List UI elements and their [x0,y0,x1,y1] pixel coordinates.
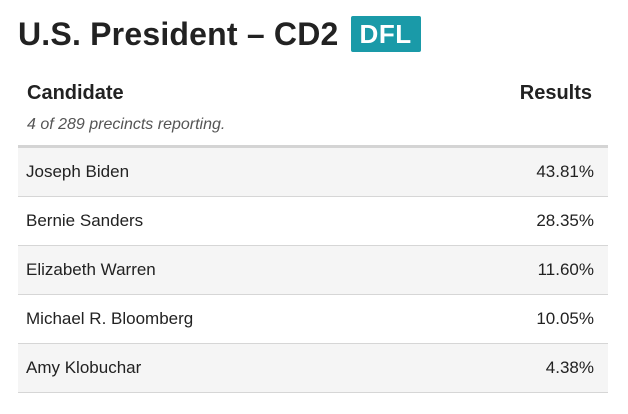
results-column-header: Results [519,82,592,104]
table-row: Michael R. Bloomberg 10.05% [18,295,608,344]
candidate-name: Elizabeth Warren [26,260,156,279]
race-title: U.S. President – CD2 [18,16,339,52]
table-row: Joseph Biden 43.81% [18,148,608,197]
results-table: Candidate Results 4 of 289 precincts rep… [18,78,608,393]
candidate-column-header: Candidate [27,82,124,104]
party-badge: DFL [350,16,421,52]
candidate-name: Joseph Biden [26,162,130,181]
candidate-result: 11.60% [537,260,594,279]
results-rows: Joseph Biden 43.81% Bernie Sanders 28.35… [18,148,608,393]
table-row: Elizabeth Warren 11.60% [18,246,608,295]
candidate-result: 43.81% [536,162,594,181]
candidate-name: Bernie Sanders [26,211,144,230]
candidate-result: 28.35% [536,211,594,230]
table-row: Amy Klobuchar 4.38% [18,344,608,393]
table-row: Bernie Sanders 28.35% [18,197,608,246]
race-header: U.S. President – CD2 DFL [18,14,421,54]
candidate-result: 4.38% [545,358,594,377]
header-divider [18,145,608,148]
candidate-name: Michael R. Bloomberg [26,309,194,328]
candidate-result: 10.05% [536,309,594,328]
table-header: Candidate Results 4 of 289 precincts rep… [18,78,608,148]
candidate-name: Amy Klobuchar [26,358,142,377]
precincts-reporting-note: 4 of 289 precincts reporting. [27,116,226,133]
